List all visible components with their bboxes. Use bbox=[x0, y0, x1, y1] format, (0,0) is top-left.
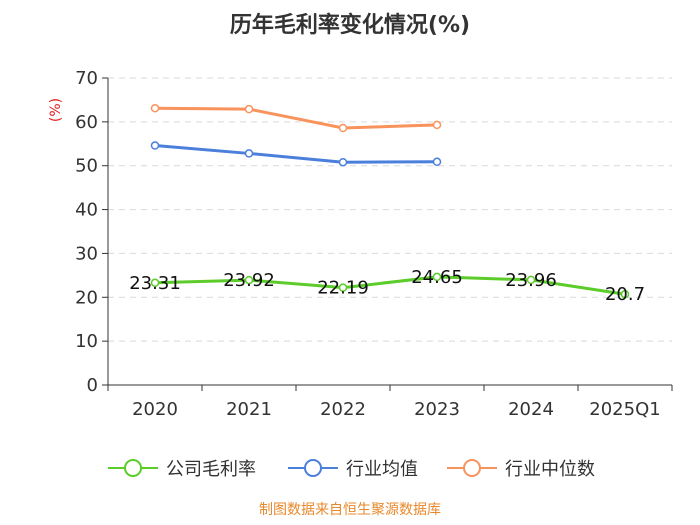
legend-marker-icon bbox=[463, 459, 481, 477]
legend-marker-icon bbox=[304, 459, 322, 477]
grid-layer bbox=[108, 77, 672, 342]
data-point[interactable] bbox=[244, 104, 254, 114]
y-tick-label: 30 bbox=[75, 243, 98, 264]
x-tick-label: 2024 bbox=[508, 399, 554, 420]
legend-label: 行业均值 bbox=[346, 459, 418, 480]
data-label: 23.31 bbox=[129, 273, 181, 294]
x-tick-label: 2021 bbox=[226, 399, 272, 420]
data-label: 23.92 bbox=[223, 270, 275, 291]
legend-item[interactable]: 公司毛利率 bbox=[108, 459, 256, 480]
series-line bbox=[153, 275, 627, 296]
data-point[interactable] bbox=[150, 278, 160, 288]
data-point[interactable] bbox=[526, 275, 536, 285]
data-point[interactable] bbox=[244, 149, 254, 158]
x-tick-label: 2022 bbox=[320, 399, 366, 420]
legend-item[interactable]: 行业中位数 bbox=[447, 459, 595, 480]
axis-layer: 0 10 20 30 40 50 60 70 2020 2021 2022 2023 2024 2025Q… bbox=[75, 68, 673, 420]
x-tick-label: 2020 bbox=[132, 399, 178, 420]
y-tick-label: 50 bbox=[75, 156, 98, 177]
series-line bbox=[153, 106, 439, 130]
legend-label: 公司毛利率 bbox=[166, 459, 256, 480]
data-point[interactable] bbox=[338, 283, 348, 292]
y-tick-label: 70 bbox=[75, 68, 98, 89]
y-tick-label: 20 bbox=[75, 287, 98, 308]
chart-title: 历年毛利率变化情况(%) bbox=[230, 12, 470, 38]
legend-item[interactable]: 行业均值 bbox=[288, 459, 418, 480]
x-tick-label: 2025Q1 bbox=[589, 399, 660, 420]
y-tick-label: 0 bbox=[87, 375, 98, 396]
data-label-layer: 23.31 23.92 22.19 24.65 23.96 20.7 bbox=[129, 267, 645, 305]
data-point[interactable] bbox=[244, 275, 254, 285]
series-0 bbox=[150, 272, 630, 299]
data-label: 24.65 bbox=[411, 267, 463, 288]
y-tick-label: 10 bbox=[75, 331, 98, 352]
data-point[interactable] bbox=[150, 104, 160, 113]
data-point[interactable] bbox=[338, 157, 348, 167]
x-tick-label: 2023 bbox=[414, 399, 460, 420]
data-point[interactable] bbox=[432, 157, 442, 167]
legend-marker-icon bbox=[124, 459, 142, 477]
data-point[interactable] bbox=[620, 289, 630, 299]
data-point[interactable] bbox=[338, 123, 348, 133]
series-line bbox=[153, 144, 439, 164]
data-point[interactable] bbox=[150, 141, 160, 150]
series-layer bbox=[150, 104, 630, 299]
legend: 公司毛利率 行业均值 行业中位数 bbox=[108, 459, 595, 480]
data-label: 20.7 bbox=[605, 284, 645, 305]
data-label: 23.96 bbox=[505, 270, 557, 291]
series-2 bbox=[150, 104, 442, 133]
y-axis-unit-label: (%) bbox=[48, 98, 64, 122]
data-point[interactable] bbox=[432, 120, 442, 130]
data-label: 22.19 bbox=[317, 278, 369, 299]
legend-label: 行业中位数 bbox=[505, 459, 595, 480]
source-note: 制图数据来自恒生聚源数据库 bbox=[259, 502, 441, 518]
y-tick-label: 60 bbox=[75, 112, 98, 133]
series-1 bbox=[150, 141, 442, 167]
data-point[interactable] bbox=[432, 272, 442, 282]
y-tick-label: 40 bbox=[75, 200, 98, 221]
